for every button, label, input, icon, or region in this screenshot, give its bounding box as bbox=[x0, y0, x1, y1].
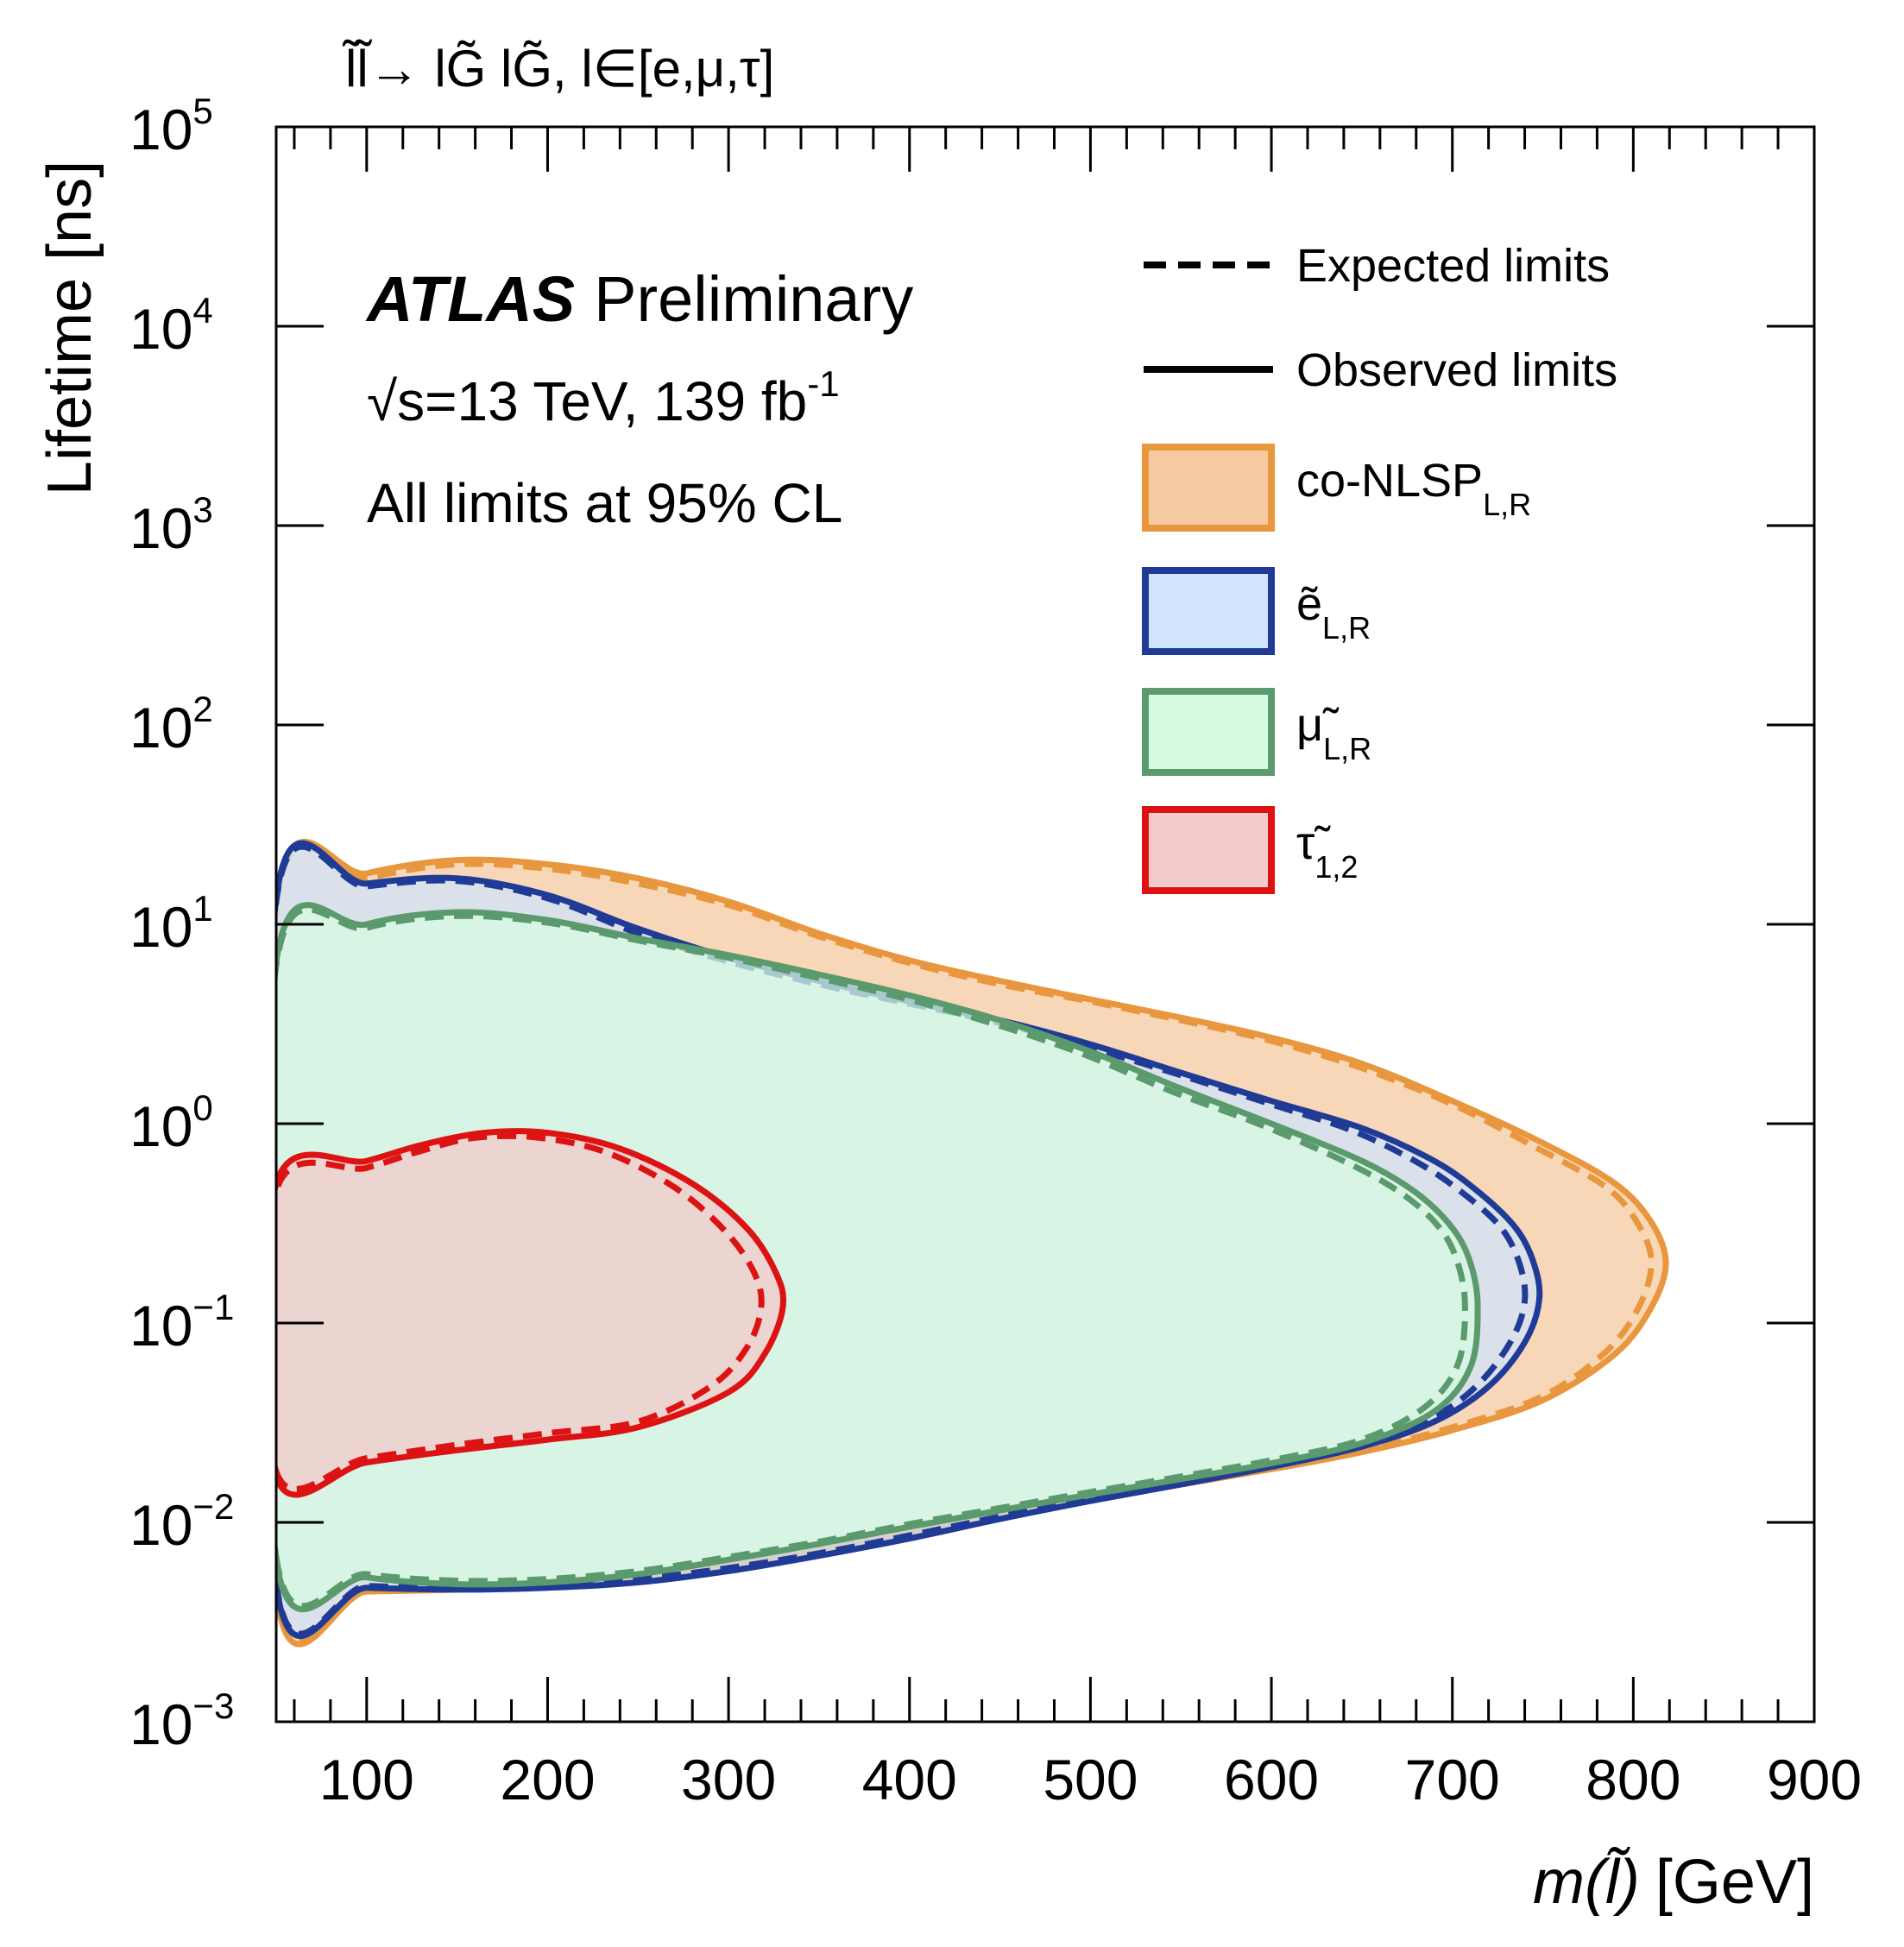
plot-frame bbox=[274, 125, 1816, 1723]
atlas-preliminary: Preliminary bbox=[594, 263, 913, 335]
energy-label: √s=13 TeV, 139 fb bbox=[367, 370, 807, 432]
atlas-label: ATLAS Preliminary √s=13 TeV, 139 fb-1 All… bbox=[365, 263, 913, 534]
x-tick-label: 900 bbox=[1767, 1748, 1862, 1812]
lumi-exponent: -1 bbox=[807, 363, 839, 404]
y-tick-label: 103 bbox=[129, 489, 213, 560]
chart-title: l̃l̃→ lG̃ lG̃, l∈[e,μ,τ] bbox=[342, 40, 774, 98]
y-axis-title: Lifetime [ns] bbox=[35, 161, 104, 495]
smuon-observed-line bbox=[276, 902, 1481, 1613]
legend: Expected limits Observed limits co-NLSPL… bbox=[1142, 240, 1617, 894]
x-tick-label: 800 bbox=[1586, 1748, 1680, 1812]
y-tick-label: 10−2 bbox=[129, 1486, 234, 1557]
plot-area bbox=[274, 125, 1816, 1723]
x-tick-label: 400 bbox=[862, 1748, 957, 1812]
x-tick-label: 700 bbox=[1405, 1748, 1500, 1812]
legend-swatch bbox=[1142, 688, 1275, 776]
legend-item-stau: τ̃1,2 bbox=[1142, 806, 1358, 894]
legend-item-selectron: ẽL,R bbox=[1142, 567, 1371, 655]
x-tick-label: 100 bbox=[319, 1748, 414, 1812]
x-tick-label: 300 bbox=[681, 1748, 776, 1812]
axis-ticks bbox=[276, 125, 1816, 1723]
y-tick-label: 10−3 bbox=[129, 1686, 234, 1756]
y-tick-label: 100 bbox=[129, 1087, 213, 1158]
legend-swatch bbox=[1142, 806, 1275, 894]
legend-label: τ̃1,2 bbox=[1296, 817, 1358, 885]
y-tick-labels: 10−3 10−2 10−1 100 101 102 103 104 105 bbox=[129, 91, 234, 1756]
stau-observed-line bbox=[276, 1128, 787, 1498]
selectron-observed-line bbox=[276, 840, 1543, 1640]
x-tick-label: 500 bbox=[1043, 1748, 1138, 1812]
x-tick-label: 200 bbox=[500, 1748, 595, 1812]
x-axis-unit: [GeV] bbox=[1655, 1848, 1814, 1917]
legend-expected-label: Expected limits bbox=[1296, 240, 1610, 292]
y-tick-label: 104 bbox=[129, 290, 213, 361]
x-tick-label: 600 bbox=[1224, 1748, 1319, 1812]
y-tick-label: 102 bbox=[129, 689, 213, 759]
stau-region bbox=[276, 1128, 787, 1498]
legend-observed-label: Observed limits bbox=[1296, 344, 1617, 396]
y-tick-label: 105 bbox=[129, 91, 213, 161]
legend-label: ẽL,R bbox=[1296, 578, 1371, 646]
limit-regions bbox=[276, 838, 1669, 1648]
x-axis-title: m(l̃) [GeV] bbox=[1533, 1847, 1814, 1917]
legend-entries: co-NLSPL,R ẽL,R μ̃L,R τ̃1,2 bbox=[1142, 444, 1531, 894]
legend-label: co-NLSPL,R bbox=[1296, 455, 1531, 522]
x-tick-labels: 100 200 300 400 500 600 700 800 900 bbox=[319, 1748, 1862, 1812]
y-tick-label: 10−1 bbox=[129, 1287, 234, 1358]
legend-swatch bbox=[1142, 567, 1275, 655]
legend-item-smuon: μ̃L,R bbox=[1142, 688, 1371, 776]
y-tick-label: 101 bbox=[129, 888, 213, 959]
svg-text:m(l̃)[GeV]: m(l̃) [GeV] bbox=[1533, 1847, 1814, 1917]
x-axis-variable: m(l̃) bbox=[1533, 1847, 1640, 1917]
stau-expected-line bbox=[276, 1132, 765, 1492]
legend-label: μ̃L,R bbox=[1296, 699, 1371, 766]
stau-fill bbox=[276, 1131, 784, 1495]
legend-swatch bbox=[1142, 444, 1275, 532]
svg-text:√s=13 TeV, 139 fb-1: √s=13 TeV, 139 fb-1 bbox=[367, 363, 840, 432]
atlas-wordmark: ATLAS bbox=[365, 263, 575, 335]
legend-item-conlsp: co-NLSPL,R bbox=[1142, 444, 1531, 532]
cl-label: All limits at 95% CL bbox=[367, 472, 842, 534]
